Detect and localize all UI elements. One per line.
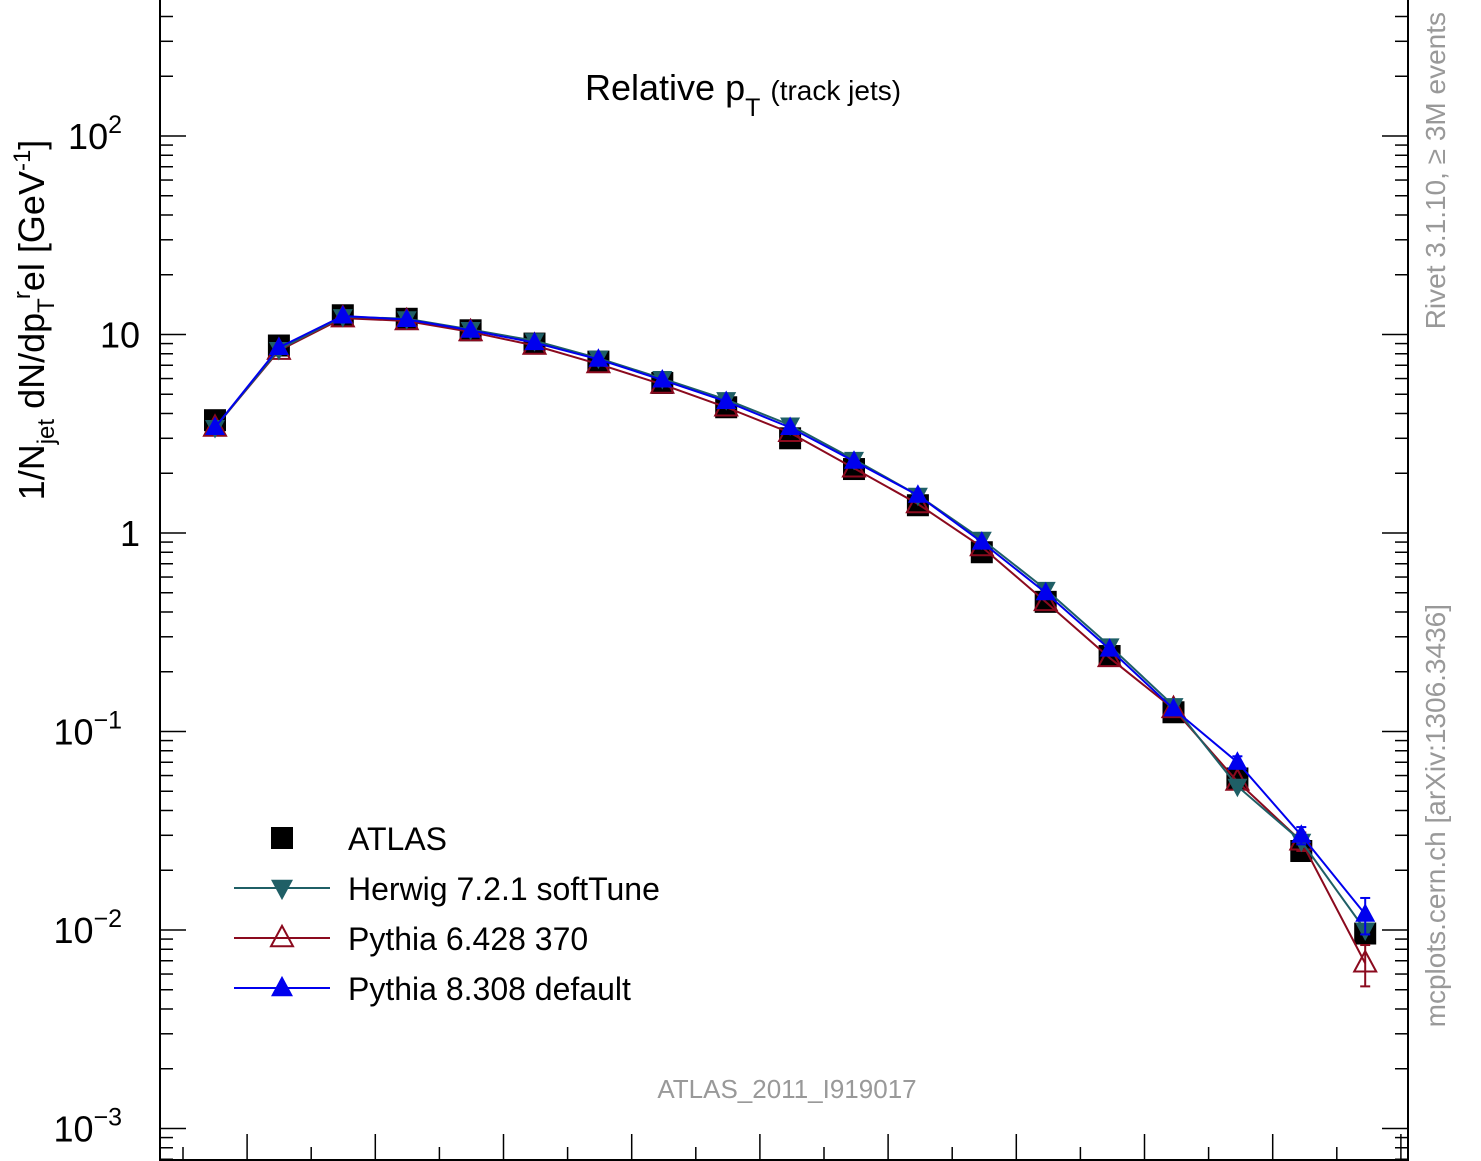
data-point	[268, 336, 289, 356]
legend: ATLAS Herwig 7.2.1 softTune Pythia 6.428 3…	[234, 821, 660, 1007]
ylabel-sup-exp: -1	[9, 150, 36, 171]
y-tick-label: 10−3	[53, 1104, 122, 1150]
legend-item-pythia-6-428-370: Pythia 6.428 370	[234, 921, 588, 957]
ylabel-part-4: ]	[11, 140, 52, 150]
legend-marker	[271, 879, 293, 901]
legend-item-atlas: ATLAS	[271, 821, 447, 857]
data-point	[716, 390, 737, 409]
title-suffix: (track jets)	[770, 75, 901, 106]
rivet-version-label: Rivet 3.1.10, ≥ 3M events	[1420, 12, 1451, 329]
axis-ticks	[160, 15, 1408, 1160]
legend-label: ATLAS	[348, 821, 447, 857]
data-point	[652, 368, 673, 388]
chart-title: Relative pT (track jets)	[585, 67, 901, 122]
ylabel-sub-T: T	[33, 298, 60, 313]
data-point	[780, 416, 801, 436]
data-point	[396, 308, 417, 328]
analysis-watermark: ATLAS_2011_I919017	[657, 1074, 916, 1104]
series-line	[214, 317, 1367, 964]
title-main: Relative p	[585, 67, 745, 108]
y-tick-label: 102	[68, 111, 122, 157]
ylabel-part-2: dN/dp	[11, 313, 52, 419]
legend-label: Pythia 6.428 370	[348, 921, 588, 957]
legend-item-pythia-8-308-default: Pythia 8.308 default	[234, 971, 631, 1007]
ylabel-part-1: 1/N	[11, 444, 52, 500]
y-tick-label: 10−1	[53, 707, 122, 753]
legend-item-herwig-7-2-1-softtune: Herwig 7.2.1 softTune	[234, 871, 660, 907]
data-point	[907, 484, 928, 503]
data-point	[332, 304, 353, 324]
legend-marker	[271, 975, 293, 997]
y-tick-label: 10	[100, 315, 140, 356]
plot-frame	[159, 0, 1409, 1161]
legend-label: Herwig 7.2.1 softTune	[348, 871, 660, 907]
data-point	[1163, 697, 1184, 717]
legend-label: Pythia 8.308 default	[348, 971, 631, 1007]
data-point	[524, 331, 545, 351]
legend-marker	[269, 923, 295, 948]
mcplots-credit-label: mcplots.cern.ch [arXiv:1306.3436]	[1420, 604, 1451, 1027]
data-point	[1035, 581, 1056, 601]
data-point	[588, 348, 609, 367]
y-axis-label: 1/Njet dN/dpTrel [GeV-1]	[9, 140, 60, 501]
series-layer	[202, 303, 1378, 988]
legend-marker	[271, 827, 293, 849]
series-pythia-8-308-default	[205, 304, 1376, 936]
ylabel-sub-jet: jet	[33, 419, 60, 446]
data-point	[1227, 751, 1248, 770]
data-point	[460, 319, 481, 338]
data-point	[1355, 903, 1376, 922]
data-point	[1352, 949, 1378, 973]
data-point	[1099, 638, 1120, 657]
title-subscript: T	[745, 94, 760, 122]
y-tick-label: 1	[120, 513, 140, 554]
data-point	[1227, 778, 1248, 798]
data-point	[205, 416, 225, 436]
data-point	[971, 531, 992, 550]
data-point	[1160, 694, 1187, 719]
ylabel-part-3: el [GeV	[11, 171, 52, 291]
y-tick-labels: 10−3 10−2 10−1 1 10 102	[53, 111, 140, 1150]
data-point	[1291, 824, 1312, 843]
ylabel-sup-r: r	[9, 291, 36, 299]
data-point	[844, 450, 864, 469]
y-tick-label: 10−2	[53, 905, 122, 951]
